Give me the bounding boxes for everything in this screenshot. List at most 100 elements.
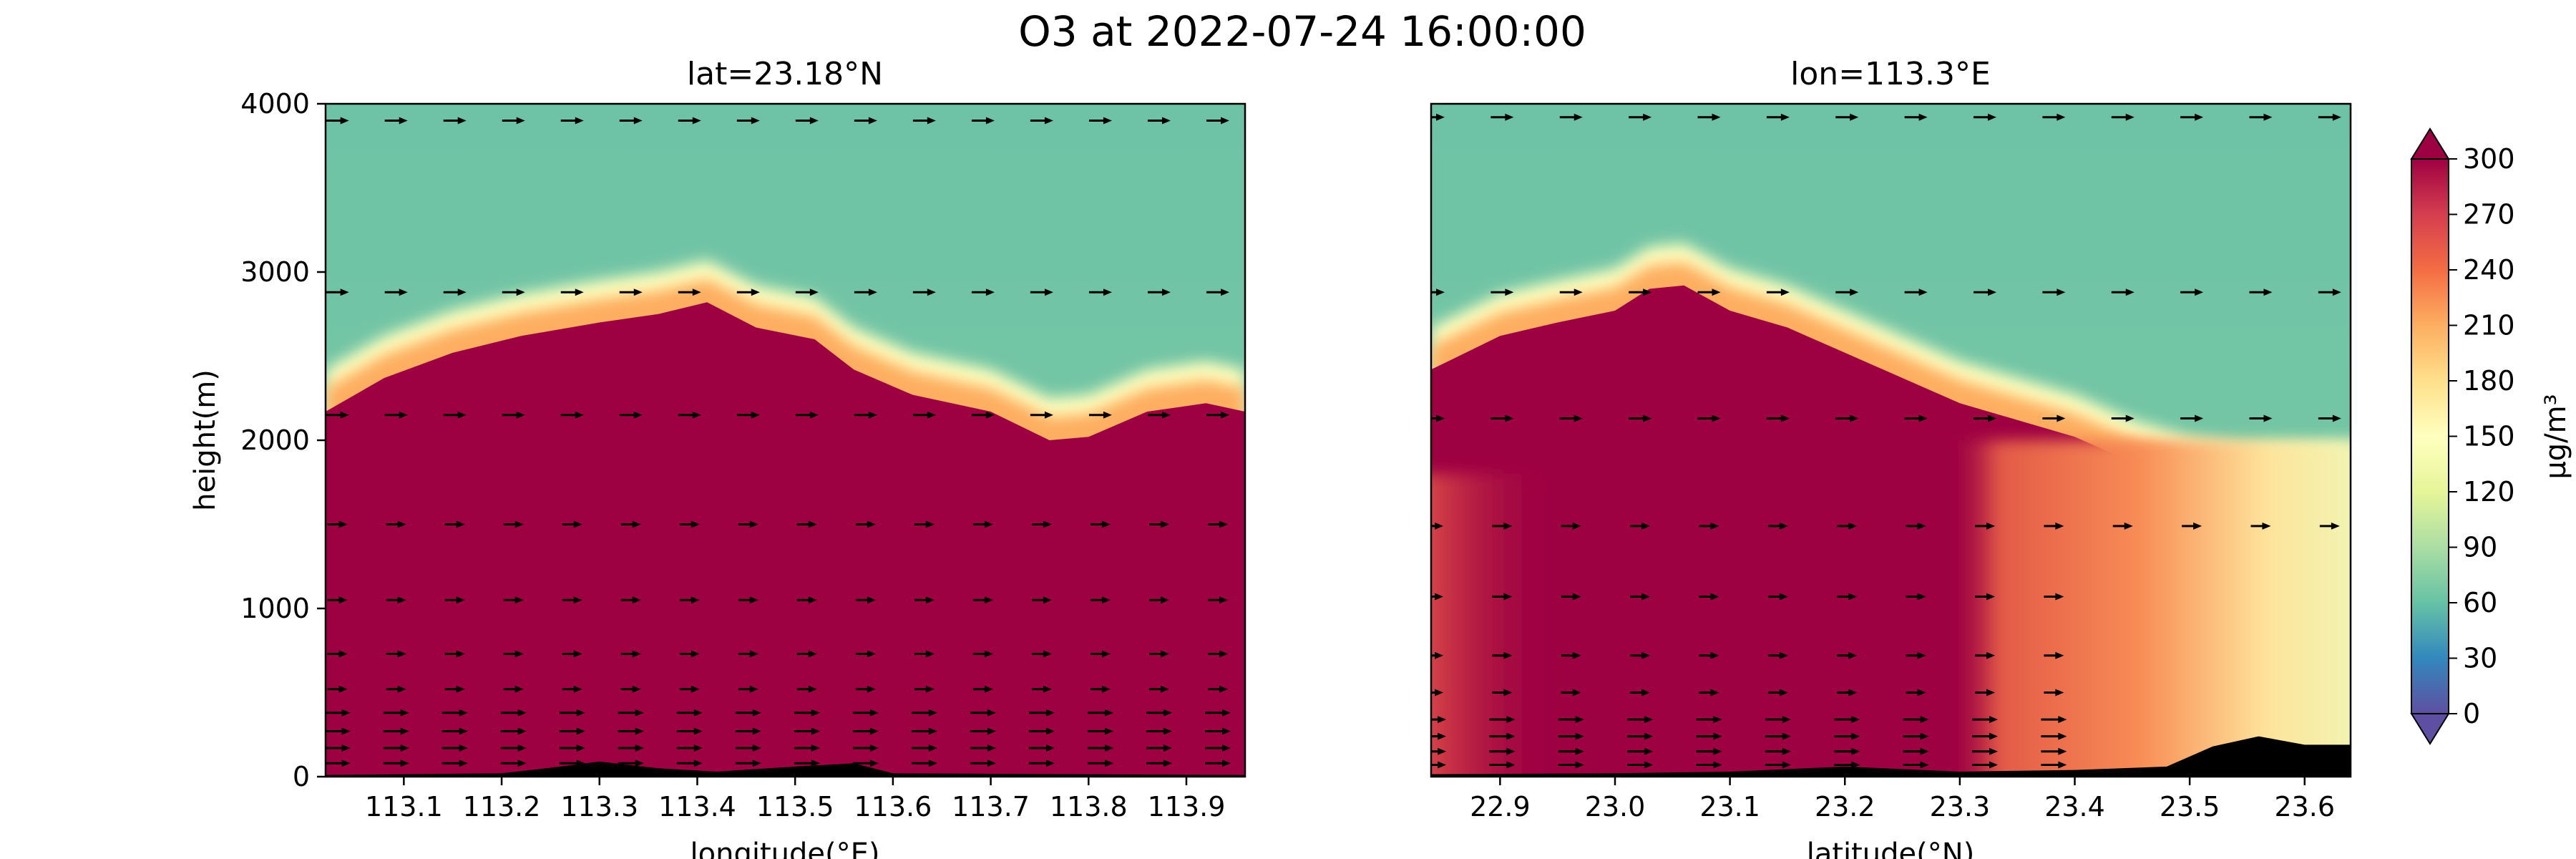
wind-vector xyxy=(1975,593,1995,601)
x-tick-label: 23.1 xyxy=(1699,791,1760,822)
wind-vector xyxy=(970,727,996,735)
colorbar-tick-label: 240 xyxy=(2463,254,2515,286)
wind-vector xyxy=(1561,593,1581,601)
wind-vector xyxy=(1087,744,1113,752)
wind-vector xyxy=(1031,685,1052,693)
wind-vector xyxy=(911,727,937,735)
wind-vector xyxy=(620,520,641,528)
colorbar-tick-label: 90 xyxy=(2463,532,2497,563)
wind-vector xyxy=(1031,596,1052,604)
x-tick-label: 22.9 xyxy=(1470,791,1531,822)
figure-title: O3 at 2022-07-24 16:00:00 xyxy=(1018,7,1586,56)
wind-vector xyxy=(500,759,527,767)
wind-vector xyxy=(1206,411,1229,419)
wind-vector xyxy=(1834,716,1860,724)
wind-vector xyxy=(1561,651,1581,659)
wind-vector xyxy=(1834,747,1860,755)
wind-vector xyxy=(970,744,996,752)
wind-vector xyxy=(2042,414,2066,422)
x-tick-label: 113.7 xyxy=(952,791,1030,822)
y-tick-label: 1000 xyxy=(240,593,310,624)
x-tick-label: 113.1 xyxy=(365,791,443,822)
colorbar-tick-label: 180 xyxy=(2463,365,2515,397)
right-x-ticks: 22.9 23.0 23.1 23.2 23.3 23.4 23.5 23.6 xyxy=(1470,777,2335,822)
wind-vector xyxy=(676,744,703,752)
wind-vector xyxy=(1766,113,1790,121)
wind-vector xyxy=(619,288,643,296)
wind-vector xyxy=(559,727,585,735)
wind-vector xyxy=(1767,593,1788,601)
x-tick-label: 113.8 xyxy=(1050,791,1128,822)
wind-vector xyxy=(855,520,876,528)
wind-vector xyxy=(1147,288,1171,296)
wind-vector xyxy=(855,596,876,604)
wind-vector xyxy=(1696,732,1722,740)
wind-vector xyxy=(618,709,644,717)
wind-vector xyxy=(854,411,877,419)
wind-vector xyxy=(1088,411,1112,419)
wind-vector xyxy=(1629,414,1652,422)
wind-vector xyxy=(854,288,877,296)
wind-vector xyxy=(326,759,351,767)
wind-vector xyxy=(1697,113,1721,121)
wind-vector xyxy=(1630,522,1651,530)
right-x-axis-label: latitude(°N) xyxy=(1807,838,1975,859)
wind-vector xyxy=(1906,593,1926,601)
panel-left: lat=23.18°N longitude(°E) height(m) 113.… xyxy=(189,56,1246,859)
wind-vector xyxy=(2318,414,2341,422)
wind-vector xyxy=(852,744,879,752)
wind-vector xyxy=(1630,651,1651,659)
wind-vector xyxy=(502,411,525,419)
wind-vector xyxy=(1972,747,1998,755)
wind-vector xyxy=(679,596,700,604)
wind-vector xyxy=(911,709,937,717)
wind-vector xyxy=(500,709,527,717)
wind-vector xyxy=(620,650,641,658)
wind-vector xyxy=(738,650,758,658)
wind-vector xyxy=(2044,593,2064,601)
wind-vector xyxy=(1904,414,1928,422)
wind-vector xyxy=(1028,727,1055,735)
wind-vector xyxy=(383,744,409,752)
wind-vector xyxy=(735,709,761,717)
wind-vector xyxy=(971,288,995,296)
wind-vector xyxy=(2041,747,2067,755)
wind-vector xyxy=(1834,761,1860,769)
wind-vector xyxy=(678,288,701,296)
wind-vector xyxy=(971,411,995,419)
wind-vector xyxy=(562,650,582,658)
wind-vector xyxy=(972,596,993,604)
wind-vector xyxy=(2044,522,2064,530)
wind-vector xyxy=(619,117,643,125)
wind-vector xyxy=(2041,761,2067,769)
wind-vector xyxy=(794,759,820,767)
wind-vector xyxy=(1087,727,1113,735)
wind-vector xyxy=(2112,522,2133,530)
wind-vector xyxy=(1146,759,1172,767)
wind-vector xyxy=(912,288,936,296)
south-edge-region xyxy=(1431,474,1558,777)
wind-vector xyxy=(1147,411,1171,419)
wind-vector xyxy=(1697,288,1721,296)
wind-vector xyxy=(1489,747,1516,755)
wind-vector xyxy=(852,759,879,767)
wind-vector xyxy=(1558,716,1584,724)
wind-vector xyxy=(1696,716,1722,724)
wind-vector xyxy=(619,411,643,419)
wind-vector xyxy=(1904,288,1928,296)
colorbar: 0 30 60 90 120 150 180 210 240 270 300 μg/m³ xyxy=(2410,127,2572,745)
wind-vector xyxy=(1431,522,1443,530)
wind-vector xyxy=(326,709,351,717)
wind-vector xyxy=(1087,759,1113,767)
wind-vector xyxy=(2249,288,2273,296)
wind-vector xyxy=(384,288,408,296)
wind-vector xyxy=(2180,113,2204,121)
wind-vector xyxy=(970,759,996,767)
colorbar-tick-label: 120 xyxy=(2463,476,2515,508)
wind-vector xyxy=(1491,113,1514,121)
wind-vector xyxy=(1766,288,1790,296)
wind-vector xyxy=(1090,520,1111,528)
wind-vector xyxy=(1431,747,1446,755)
wind-vector xyxy=(1489,716,1516,724)
wind-vector xyxy=(386,650,406,658)
